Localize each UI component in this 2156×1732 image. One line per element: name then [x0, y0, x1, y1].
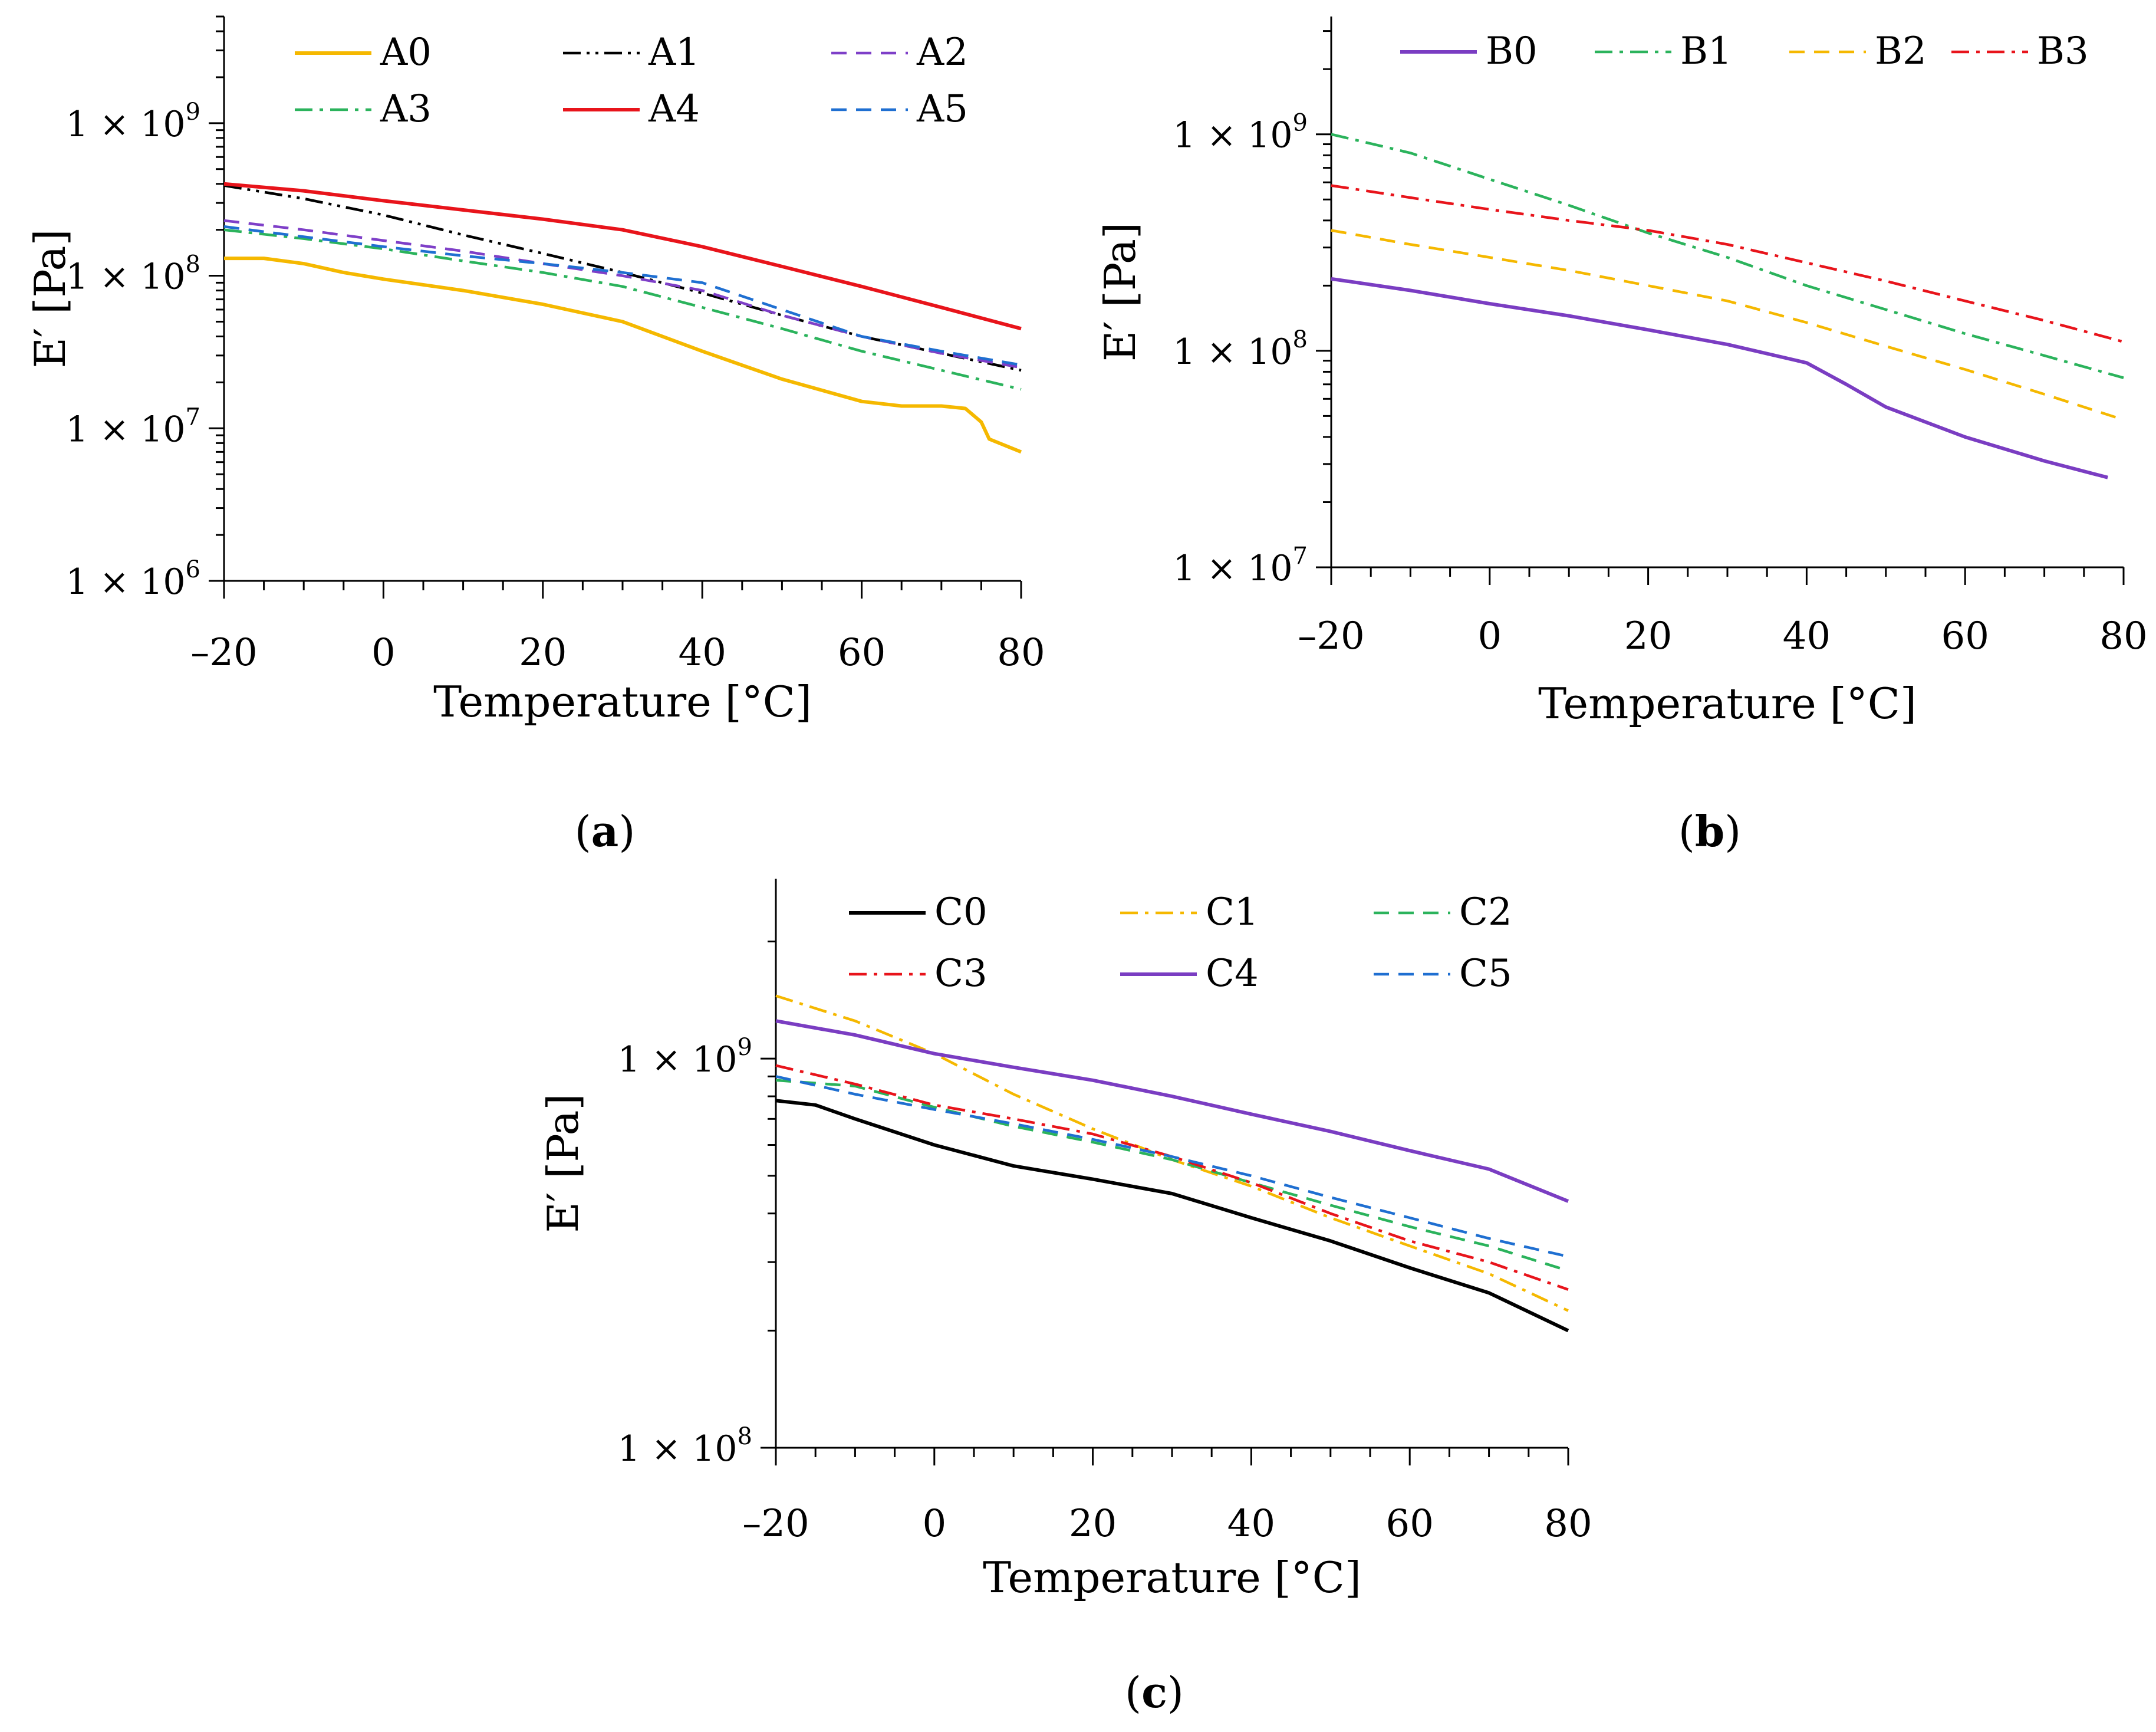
legend-label: C4 — [1206, 952, 1259, 995]
y-tick-label: 1 × 107 — [1173, 543, 1308, 589]
series-line-C2 — [775, 1079, 1569, 1273]
legend-item-C5: C5 — [1374, 952, 1512, 995]
legend-item-C2: C2 — [1374, 890, 1512, 934]
legend-label: C2 — [1459, 890, 1512, 934]
x-tick-label: 0 — [1477, 614, 1502, 658]
x-axis-label: Temperature [°C] — [433, 677, 812, 727]
y-axis-label: E′ [Pa] — [538, 1093, 588, 1233]
y-tick-label: 1 × 109 — [618, 1034, 752, 1080]
legend-item-C0: C0 — [849, 890, 988, 934]
series-line-B0 — [1331, 277, 2108, 479]
series-line-C4 — [775, 1019, 1569, 1203]
series-line-A3 — [223, 228, 1022, 391]
legend-item-A5: A5 — [831, 87, 968, 131]
y-tick-label: 1 × 108 — [1173, 326, 1308, 373]
y-tick-label: 1 × 106 — [66, 556, 200, 603]
x-tick-label: –20 — [742, 1502, 809, 1546]
series-line-B2 — [1331, 229, 2124, 422]
x-tick-label: 20 — [1624, 614, 1672, 658]
legend-item-B2: B2 — [1789, 29, 1927, 73]
legend-item-A4: A4 — [563, 87, 700, 131]
series-line-C5 — [775, 1075, 1569, 1258]
chart-a: 1 × 106 1 × 107 1 × 108 1 × 109 –20 0 20 40 60 80… — [25, 15, 1045, 856]
legend-item-B0: B0 — [1400, 29, 1538, 73]
legend-item-A0: A0 — [295, 31, 432, 74]
y-tick-label: 1 × 107 — [66, 403, 200, 450]
x-tick-label: 80 — [1544, 1502, 1592, 1546]
x-tick-label: 40 — [1783, 614, 1831, 658]
x-tick-label: 40 — [678, 631, 726, 675]
legend-label: B0 — [1486, 29, 1538, 73]
y-axis-label: E′ [Pa] — [25, 229, 75, 368]
x-tick-label: 80 — [997, 631, 1045, 675]
legend-label: A4 — [648, 87, 700, 131]
series-line-A1 — [223, 184, 1022, 372]
legend-label: B3 — [2037, 29, 2089, 73]
legend-item-B1: B1 — [1595, 29, 1732, 73]
legend-label: C0 — [934, 890, 988, 934]
x-tick-label: 20 — [1069, 1502, 1117, 1546]
legend-item-A2: A2 — [831, 31, 968, 74]
legend-item-C4: C4 — [1120, 952, 1259, 995]
panel-label-c: (c) — [1125, 1667, 1184, 1717]
series-line-A5 — [223, 225, 1022, 367]
chart-b: 1 × 107 1 × 108 1 × 109 –20 0 20 40 60 80 Tempera… — [1095, 17, 2148, 856]
x-axis-label: Temperature [°C] — [983, 1553, 1361, 1602]
x-tick-label: 0 — [922, 1502, 946, 1546]
x-tick-label: 60 — [838, 631, 886, 675]
panel-label-a: (a) — [575, 806, 636, 856]
x-tick-label: 0 — [371, 631, 396, 675]
legend-label: C1 — [1206, 890, 1259, 934]
legend-label: C3 — [934, 952, 988, 995]
y-tick-label: 1 × 109 — [66, 98, 200, 145]
legend-label: A2 — [916, 31, 968, 74]
legend-label: A1 — [648, 31, 700, 74]
legend-label: C5 — [1459, 952, 1512, 995]
legend-label: B1 — [1680, 29, 1732, 73]
x-tick-label: 60 — [1385, 1502, 1433, 1546]
series-line-B3 — [1331, 184, 2124, 343]
legend-item-C1: C1 — [1120, 890, 1259, 934]
legend-label: A0 — [380, 31, 432, 74]
legend-item-A1: A1 — [563, 31, 700, 74]
y-tick-label: 1 × 108 — [66, 251, 200, 298]
legend-label: A5 — [916, 87, 968, 131]
legend-item-A3: A3 — [295, 87, 432, 131]
x-axis-label: Temperature [°C] — [1538, 679, 1917, 728]
series-line-C0 — [775, 1099, 1569, 1333]
x-tick-label: 80 — [2099, 614, 2147, 658]
panel-label-b: (b) — [1678, 806, 1742, 856]
legend-label: B2 — [1875, 29, 1927, 73]
x-tick-label: 40 — [1227, 1502, 1275, 1546]
y-tick-label: 1 × 109 — [1173, 110, 1308, 156]
series-line-B1 — [1331, 133, 2124, 379]
x-tick-label: 60 — [1941, 614, 1989, 658]
series-line-A4 — [223, 182, 1022, 331]
y-axis-label: E′ [Pa] — [1095, 222, 1145, 361]
x-tick-label: 20 — [519, 631, 567, 675]
y-tick-label: 1 × 108 — [618, 1423, 752, 1470]
legend-item-C3: C3 — [849, 952, 988, 995]
legend-label: A3 — [380, 87, 432, 131]
series-line-A0 — [224, 257, 1022, 454]
chart-c: 1 × 108 1 × 109 –20 0 20 40 60 80 Temperature [°… — [538, 879, 1592, 1717]
legend-item-B3: B3 — [1951, 29, 2089, 73]
x-tick-label: –20 — [190, 631, 257, 675]
series-line-C3 — [775, 1064, 1569, 1291]
x-tick-label: –20 — [1298, 614, 1364, 658]
